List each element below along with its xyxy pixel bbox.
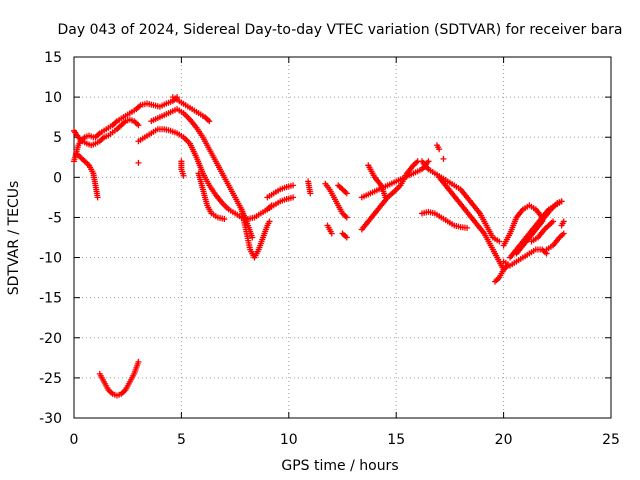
data-marks xyxy=(71,94,567,399)
x-tick-label: 20 xyxy=(495,432,513,448)
x-tick-label: 15 xyxy=(387,432,405,448)
data-point xyxy=(290,182,297,189)
data-point xyxy=(425,158,432,165)
series-arc-24 xyxy=(440,155,447,162)
series-arc-8 xyxy=(178,158,187,179)
y-axis-label: SDTVAR / TECUs xyxy=(6,181,22,296)
series-arc-9 xyxy=(195,170,228,223)
series-arc-28 xyxy=(500,202,546,249)
series-arc-33 xyxy=(543,230,567,253)
series-arc-31 xyxy=(522,198,565,245)
data-point xyxy=(343,190,350,197)
data-point xyxy=(94,194,101,201)
series-arc-3 xyxy=(73,150,101,201)
series-arc-36 xyxy=(135,159,142,166)
y-tick-label: 5 xyxy=(53,130,62,146)
data-point xyxy=(135,358,142,365)
series-arc-25 xyxy=(418,208,471,231)
data-point xyxy=(560,230,567,237)
data-point xyxy=(560,218,567,225)
data-point xyxy=(328,230,335,237)
series-arc-2 xyxy=(71,116,142,149)
data-point xyxy=(180,172,187,179)
series-arc-17 xyxy=(339,230,350,241)
x-tick-label: 10 xyxy=(280,432,298,448)
series-arc-22 xyxy=(436,174,507,273)
y-tick-label: -10 xyxy=(39,251,62,267)
data-point xyxy=(290,194,297,201)
series-arc-11 xyxy=(264,182,297,201)
plot-frame xyxy=(73,56,612,419)
series-arc-26 xyxy=(492,262,511,285)
data-point xyxy=(135,122,142,129)
series-arc-14 xyxy=(322,180,350,221)
series-arc-10 xyxy=(238,206,273,261)
y-tick-label: -30 xyxy=(39,411,62,427)
series-arc-12 xyxy=(264,194,297,213)
data-point xyxy=(343,234,350,241)
data-point xyxy=(382,194,389,201)
series-arc-18 xyxy=(358,158,421,233)
data-point xyxy=(496,238,503,245)
x-tick-label: 25 xyxy=(602,432,620,448)
series-arc-7 xyxy=(169,94,213,125)
x-tick-label: 0 xyxy=(70,432,79,448)
series-arc-27 xyxy=(500,246,550,269)
series-arc-6 xyxy=(148,106,256,241)
data-point xyxy=(221,216,228,223)
y-tick-label: -25 xyxy=(39,371,62,387)
data-point xyxy=(343,214,350,221)
series-arc-15 xyxy=(324,222,335,237)
y-tick-label: -20 xyxy=(39,331,62,347)
y-tick-label: 0 xyxy=(53,170,62,186)
series-arc-20 xyxy=(365,162,389,201)
axis-ticks: 0 5 10 15 20 25 15 10 5 0 -5 -10 -15 -20 -25 -30 xyxy=(39,50,620,448)
series-arc-5 xyxy=(135,126,275,223)
series-arc-32 xyxy=(528,218,557,245)
y-tick-label: -5 xyxy=(48,210,62,226)
series-arc-13 xyxy=(305,178,314,197)
data-point xyxy=(249,234,256,241)
chart-title: Day 043 of 2024, Sidereal Day-to-day VTE… xyxy=(57,22,622,38)
series-arc-35 xyxy=(96,358,142,399)
data-point xyxy=(440,155,447,162)
series-arc-34 xyxy=(558,218,567,229)
data-point xyxy=(550,218,557,225)
y-tick-label: 10 xyxy=(44,90,62,106)
data-point xyxy=(266,218,273,225)
data-point xyxy=(206,118,213,125)
data-point xyxy=(558,198,565,205)
data-point xyxy=(464,224,471,231)
data-point xyxy=(436,146,443,153)
data-point xyxy=(135,159,142,166)
series-arc-23 xyxy=(434,142,443,153)
y-tick-label: -15 xyxy=(39,291,62,307)
data-point xyxy=(307,190,314,197)
series-arc-19 xyxy=(358,158,432,201)
x-axis-label: GPS time / hours xyxy=(281,458,398,474)
series-arc-16 xyxy=(335,182,350,197)
y-tick-label: 15 xyxy=(44,50,62,66)
x-tick-label: 5 xyxy=(177,432,186,448)
grid-lines xyxy=(74,57,611,418)
